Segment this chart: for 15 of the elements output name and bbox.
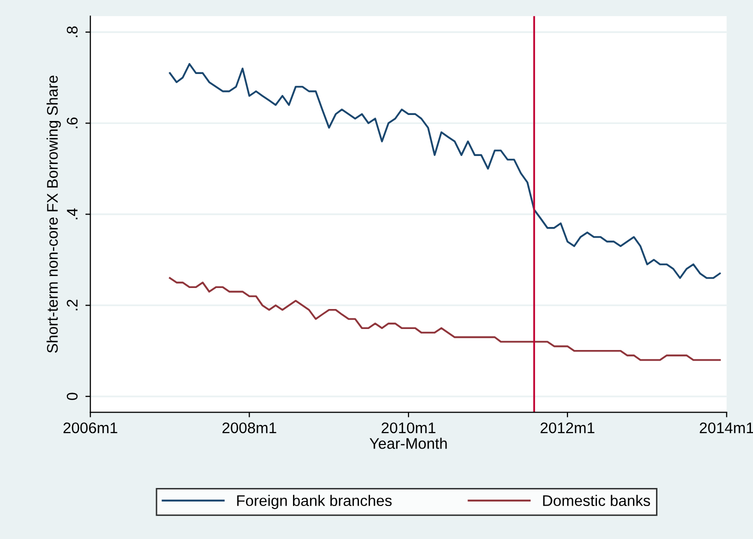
line-series: [168, 63, 721, 279]
legend-label: Foreign bank branches: [237, 494, 392, 510]
x-tick-label: 2008m1: [222, 422, 276, 434]
x-tick-label: 2012m1: [540, 422, 594, 434]
y-tick-label: .2: [66, 300, 78, 310]
y-axis-title: Short-term non-core FX Borrowing Share: [46, 76, 61, 353]
y-tick-label: .4: [66, 208, 78, 220]
y-tick-label: .8: [66, 26, 78, 38]
x-axis-title: Year-Month: [370, 438, 447, 449]
x-tick-label: 2006m1: [64, 422, 118, 434]
line-series: [168, 277, 721, 361]
y-tick-label: 0: [66, 392, 78, 400]
y-tick-label: .6: [66, 117, 78, 128]
x-tick-label: 2010m1: [382, 422, 436, 434]
legend-label: Domestic banks: [543, 494, 650, 506]
